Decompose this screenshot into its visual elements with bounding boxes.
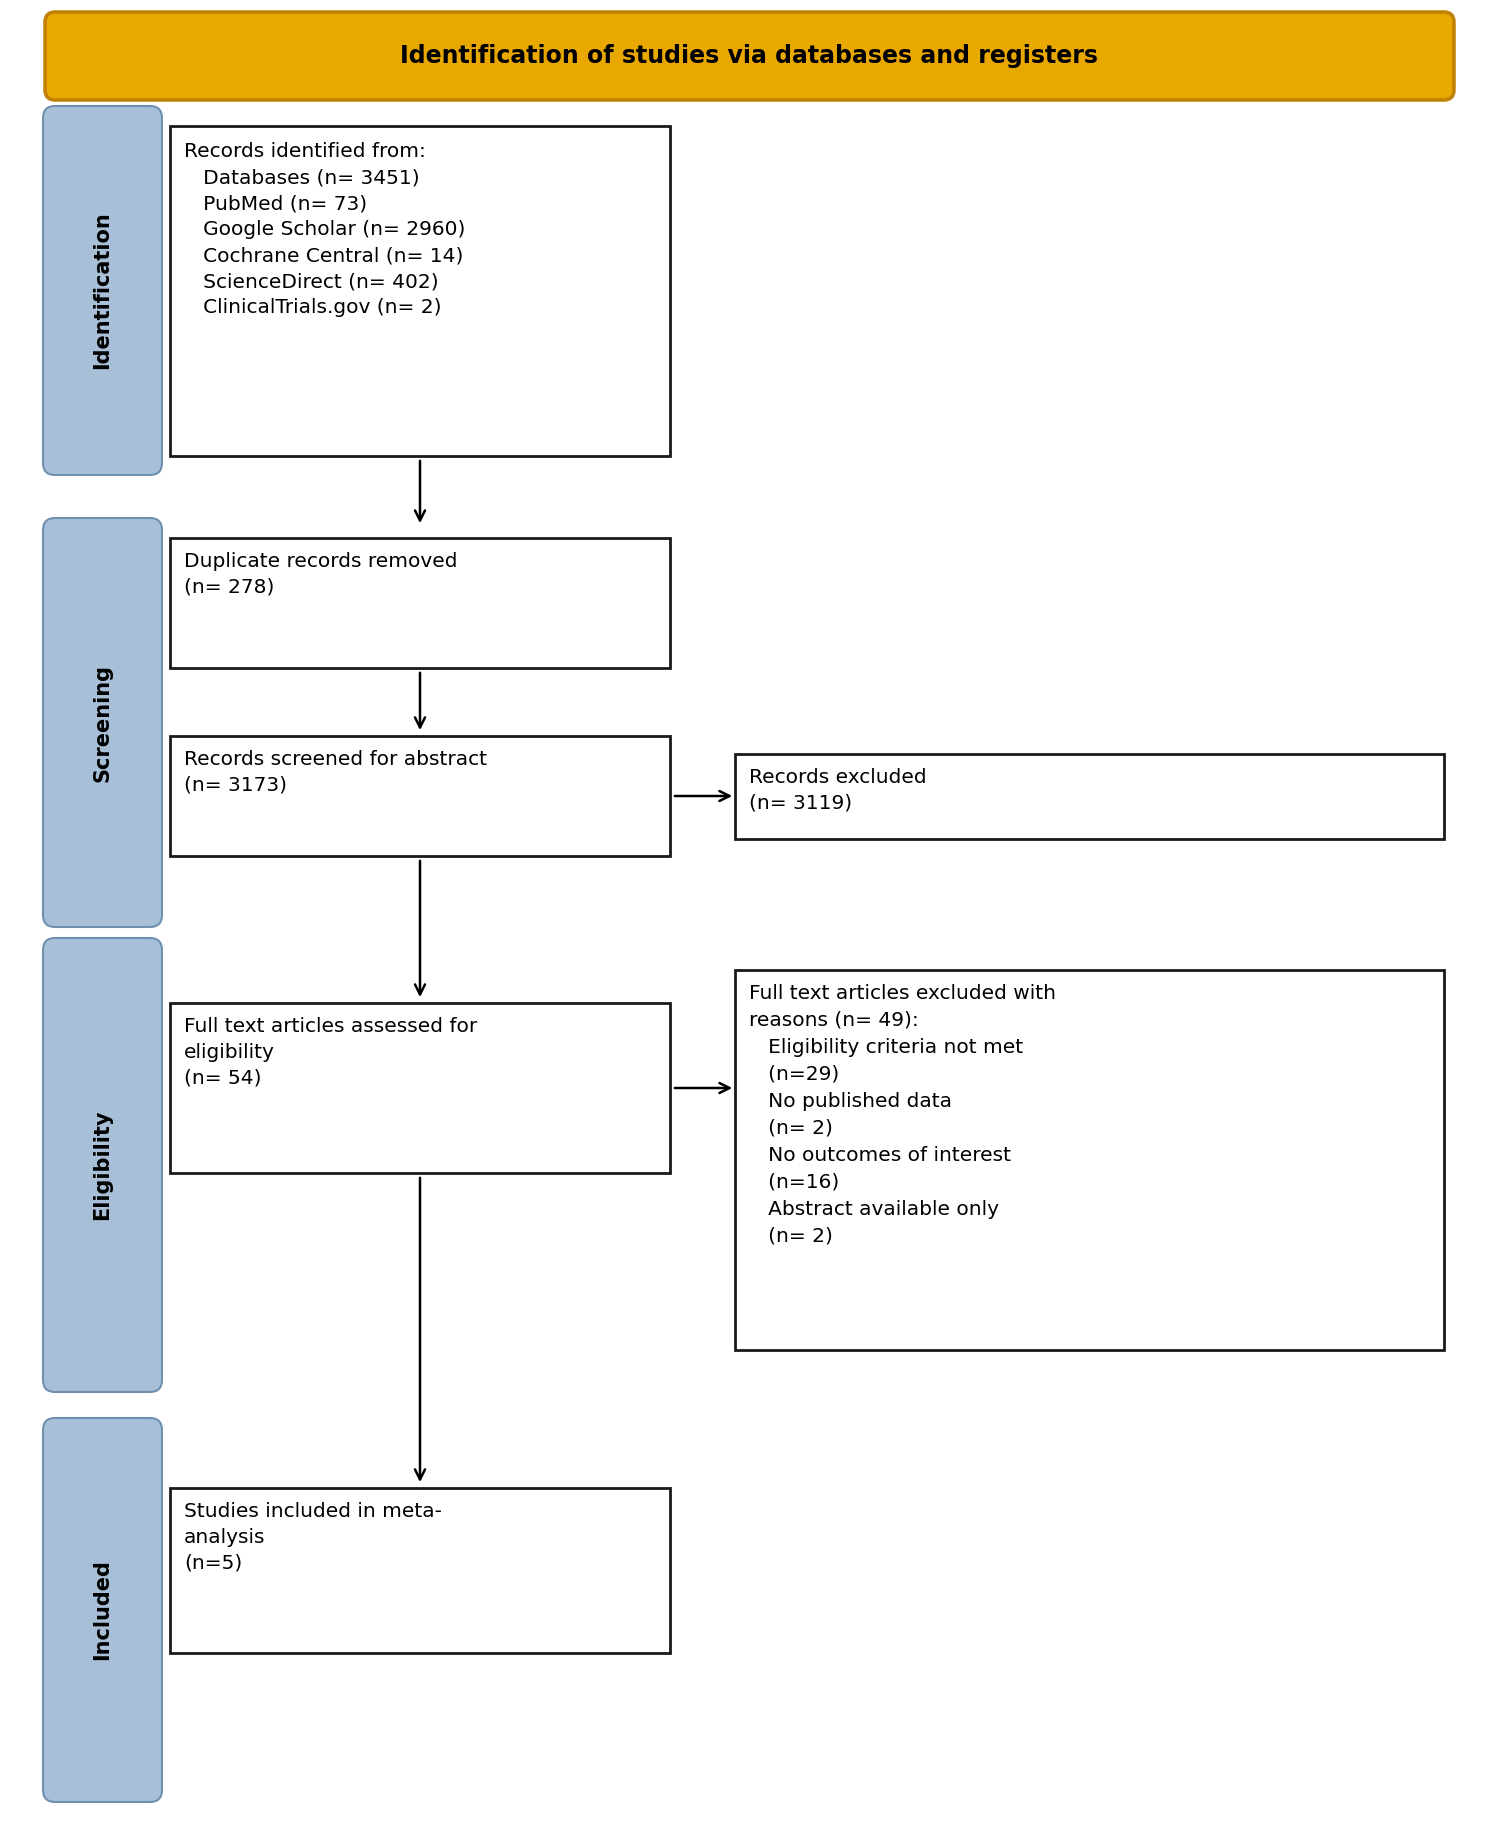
Text: (n=29): (n=29) xyxy=(750,1066,839,1084)
FancyBboxPatch shape xyxy=(43,938,162,1391)
Bar xyxy=(735,971,1444,1351)
Bar xyxy=(169,126,670,455)
Text: ClinicalTrials.gov (n= 2): ClinicalTrials.gov (n= 2) xyxy=(184,298,442,316)
Text: Identification of studies via databases and registers: Identification of studies via databases … xyxy=(400,44,1099,68)
Text: Records screened for abstract
(n= 3173): Records screened for abstract (n= 3173) xyxy=(184,749,487,795)
Text: Studies included in meta-
analysis
(n=5): Studies included in meta- analysis (n=5) xyxy=(184,1503,442,1572)
Text: No published data: No published data xyxy=(750,1091,952,1111)
Text: Cochrane Central (n= 14): Cochrane Central (n= 14) xyxy=(184,247,463,265)
FancyBboxPatch shape xyxy=(43,1419,162,1802)
Text: (n= 2): (n= 2) xyxy=(750,1119,833,1139)
Text: Databases (n= 3451): Databases (n= 3451) xyxy=(184,168,420,186)
Text: Full text articles assessed for
eligibility
(n= 54): Full text articles assessed for eligibil… xyxy=(184,1016,477,1088)
Bar xyxy=(169,537,670,667)
Text: Eligibility criteria not met: Eligibility criteria not met xyxy=(750,1038,1024,1057)
Text: Abstract available only: Abstract available only xyxy=(750,1199,998,1219)
Bar xyxy=(169,737,670,856)
FancyBboxPatch shape xyxy=(43,106,162,475)
Text: Google Scholar (n= 2960): Google Scholar (n= 2960) xyxy=(184,219,465,239)
Text: (n= 2): (n= 2) xyxy=(750,1227,833,1247)
Text: PubMed (n= 73): PubMed (n= 73) xyxy=(184,194,367,214)
FancyBboxPatch shape xyxy=(43,517,162,927)
Text: (n=16): (n=16) xyxy=(750,1174,839,1192)
Text: Duplicate records removed
(n= 278): Duplicate records removed (n= 278) xyxy=(184,552,457,596)
Text: Records excluded
(n= 3119): Records excluded (n= 3119) xyxy=(750,768,926,813)
FancyBboxPatch shape xyxy=(45,13,1454,101)
Text: Records identified from:: Records identified from: xyxy=(184,143,426,161)
Text: Screening: Screening xyxy=(93,664,112,782)
Text: Full text articles excluded with: Full text articles excluded with xyxy=(750,983,1055,1004)
Text: reasons (n= 49):: reasons (n= 49): xyxy=(750,1011,919,1029)
Text: Identification: Identification xyxy=(93,212,112,369)
Text: ScienceDirect (n= 402): ScienceDirect (n= 402) xyxy=(184,272,439,291)
Text: Included: Included xyxy=(93,1559,112,1660)
Bar xyxy=(169,1004,670,1174)
Bar xyxy=(169,1488,670,1653)
Text: No outcomes of interest: No outcomes of interest xyxy=(750,1146,1010,1164)
Text: Eligibility: Eligibility xyxy=(93,1110,112,1221)
Bar xyxy=(735,753,1444,839)
